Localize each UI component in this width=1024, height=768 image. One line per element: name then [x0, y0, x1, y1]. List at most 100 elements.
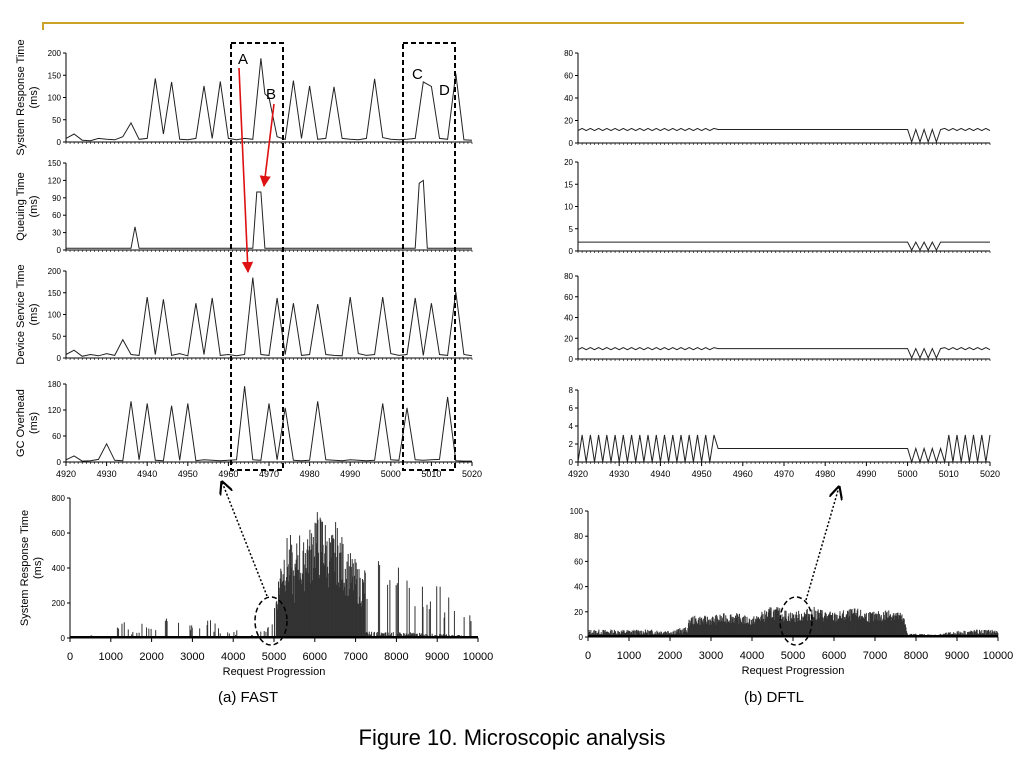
series-line [65, 277, 473, 357]
zoom-ellipse-dftl [779, 596, 813, 646]
x-tick-label: 4980 [815, 469, 835, 479]
y-tick-label: 90 [52, 194, 61, 203]
y-tick-label: 8 [569, 386, 574, 395]
header-accent-tick [42, 22, 44, 30]
y-tick-label: 80 [564, 272, 573, 281]
y-tick-label: 150 [48, 71, 62, 80]
x-tick-label: 4950 [692, 469, 712, 479]
chart-dftl-gc: 0 2 4 6 8 4920 4930 4940 4950 4960 4970 4980 4990 500… [568, 386, 1000, 479]
annotation-a: A [238, 51, 248, 68]
y-tick-label: 60 [574, 557, 583, 566]
y-axis-label: System Response Time(ms) [19, 510, 44, 626]
y-tick-label: 10 [564, 203, 573, 212]
y-tick-label: 20 [564, 117, 573, 126]
bar-series [587, 606, 999, 637]
x-tick-label: 4940 [137, 469, 157, 479]
x-tick-label: 1000 [617, 650, 641, 662]
y-tick-label: 800 [52, 494, 66, 503]
x-tick-label: 10000 [983, 650, 1014, 662]
x-tick-label: 4960 [733, 469, 753, 479]
y-tick-label: 200 [48, 267, 62, 276]
y-tick-label: 5 [569, 225, 574, 234]
x-tick-label: 7000 [863, 650, 887, 662]
x-tick-label: 4000 [740, 650, 764, 662]
highlight-box-ab [230, 42, 284, 471]
x-tick-label: 2000 [139, 651, 163, 663]
y-tick-label: 200 [48, 49, 62, 58]
x-tick-label: 5000 [781, 650, 805, 662]
y-tick-label: 20 [574, 608, 583, 617]
red-arrow-a [238, 67, 254, 274]
y-tick-label: 80 [564, 49, 573, 58]
y-tick-label: 0 [569, 355, 574, 364]
y-tick-label: 100 [570, 507, 584, 516]
x-tick-label: 5020 [462, 469, 482, 479]
y-tick-label: 40 [564, 314, 573, 323]
x-tick-label: 4920 [56, 469, 76, 479]
y-tick-label: 0 [579, 633, 584, 642]
x-tick-label: 10000 [463, 651, 494, 663]
x-tick-label: 3000 [699, 650, 723, 662]
x-tick-label: 2000 [658, 650, 682, 662]
y-axis-label-line: Queuing Time [15, 172, 27, 240]
y-tick-label: 20 [564, 158, 573, 167]
y-axis-label-line: (ms) [28, 87, 40, 109]
zoom-arrow-dftl [805, 487, 839, 601]
y-tick-label: 0 [569, 458, 574, 467]
x-tick-label: 4950 [178, 469, 198, 479]
y-tick-label: 50 [52, 332, 61, 341]
y-tick-label: 40 [574, 583, 583, 592]
chart-fast-overview: 0 200 400 600 800 System Response Time(ms) 0 10… [19, 494, 493, 678]
series-line [66, 179, 472, 249]
y-tick-label: 100 [48, 94, 62, 103]
annotation-d: D [439, 82, 450, 99]
caption-fast: (a) FAST [218, 689, 279, 706]
y-tick-label: 0 [57, 138, 62, 147]
annotation-b: B [266, 86, 276, 103]
y-tick-label: 50 [52, 116, 61, 125]
x-tick-label: 8000 [904, 650, 928, 662]
y-tick-label: 30 [52, 229, 61, 238]
x-axis-label: Request Progression [223, 666, 326, 678]
y-tick-label: 40 [564, 94, 573, 103]
y-tick-label: 2 [569, 440, 574, 449]
x-tick-label: 7000 [343, 651, 367, 663]
highlight-box-cd [402, 42, 456, 471]
y-tick-label: 150 [48, 159, 62, 168]
y-tick-label: 6 [569, 404, 574, 413]
header-accent-line [42, 22, 964, 24]
y-tick-label: 0 [61, 634, 66, 643]
y-axis-label-line: (ms) [28, 412, 40, 434]
x-tick-label: 1000 [99, 651, 123, 663]
x-tick-label: 4930 [609, 469, 629, 479]
y-tick-label: 600 [52, 529, 66, 538]
y-tick-label: 0 [569, 139, 574, 148]
y-tick-label: 60 [564, 293, 573, 302]
y-axis-label-line: System Response Time [19, 510, 31, 626]
x-tick-label: 0 [585, 650, 591, 662]
chart-dftl-dst: 0 20 40 60 80 [564, 272, 991, 364]
x-tick-label: 8000 [384, 651, 408, 663]
y-axis-label: System Response Time(ms) [15, 39, 40, 155]
y-tick-label: 60 [52, 211, 61, 220]
series-line [65, 58, 473, 142]
y-tick-label: 60 [564, 72, 573, 81]
x-tick-label: 4980 [300, 469, 320, 479]
chart-dftl-qt: 0 5 10 15 20 [564, 158, 991, 256]
chart-fast-qt: 0 30 60 90 120 150 Queuing Time(ms) [15, 159, 473, 255]
x-tick-label: 6000 [303, 651, 327, 663]
y-tick-label: 200 [52, 599, 66, 608]
y-axis-label-line: (ms) [28, 196, 40, 218]
y-tick-label: 0 [57, 246, 62, 255]
y-axis-label-line: System Response Time [15, 39, 27, 155]
x-tick-label: 4970 [774, 469, 794, 479]
y-tick-label: 60 [52, 432, 61, 441]
x-tick-label: 3000 [180, 651, 204, 663]
series-line [577, 127, 991, 144]
series-line [577, 434, 991, 464]
y-tick-label: 180 [48, 380, 62, 389]
y-tick-label: 4 [569, 422, 574, 431]
x-tick-label: 4960 [218, 469, 238, 479]
y-tick-label: 0 [569, 247, 574, 256]
